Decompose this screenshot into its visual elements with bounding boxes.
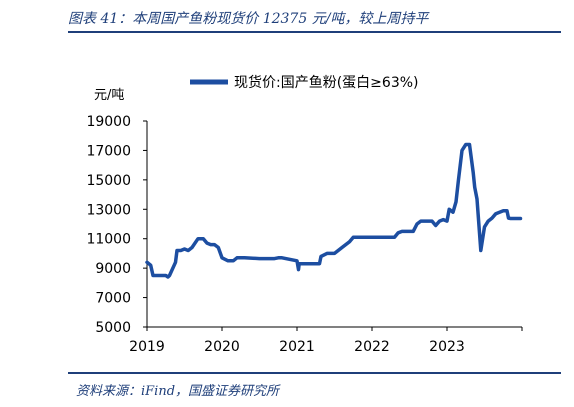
title-divider: [68, 31, 561, 33]
footer-divider: [68, 372, 561, 374]
y-tick-label: 5000: [95, 320, 131, 336]
y-tick-label: 19000: [86, 114, 131, 130]
x-axis: 2019 2020 2021 2022 2023: [129, 326, 523, 355]
y-tick-label: 9000: [95, 261, 131, 277]
source-note: 资料来源：iFind，国盛证券研究所: [76, 384, 280, 399]
x-tick-label: 2021: [279, 339, 315, 355]
y-axis: 5000 7000 9000 11000 13000 15000 17000 19000: [86, 114, 148, 336]
series-line: [145, 142, 523, 279]
y-tick-label: 17000: [86, 143, 131, 159]
y-tick-label: 15000: [86, 173, 131, 189]
figure-title: 图表 41：本周国产鱼粉现货价 12375 元/吨，较上周持平: [68, 11, 429, 27]
y-tick-label: 11000: [86, 232, 131, 248]
x-tick-label: 2020: [204, 339, 240, 355]
y-axis-label: 元/吨: [94, 88, 124, 103]
legend-label: 现货价:国产鱼粉(蛋白≥63%): [234, 74, 419, 91]
x-tick-label: 2019: [129, 339, 165, 355]
x-tick-label: 2023: [429, 339, 465, 355]
y-tick-label: 13000: [86, 202, 131, 218]
x-tick-label: 2022: [354, 339, 390, 355]
y-tick-label: 7000: [95, 291, 131, 307]
series-layer: [145, 142, 523, 279]
legend: 现货价:国产鱼粉(蛋白≥63%): [190, 74, 419, 91]
